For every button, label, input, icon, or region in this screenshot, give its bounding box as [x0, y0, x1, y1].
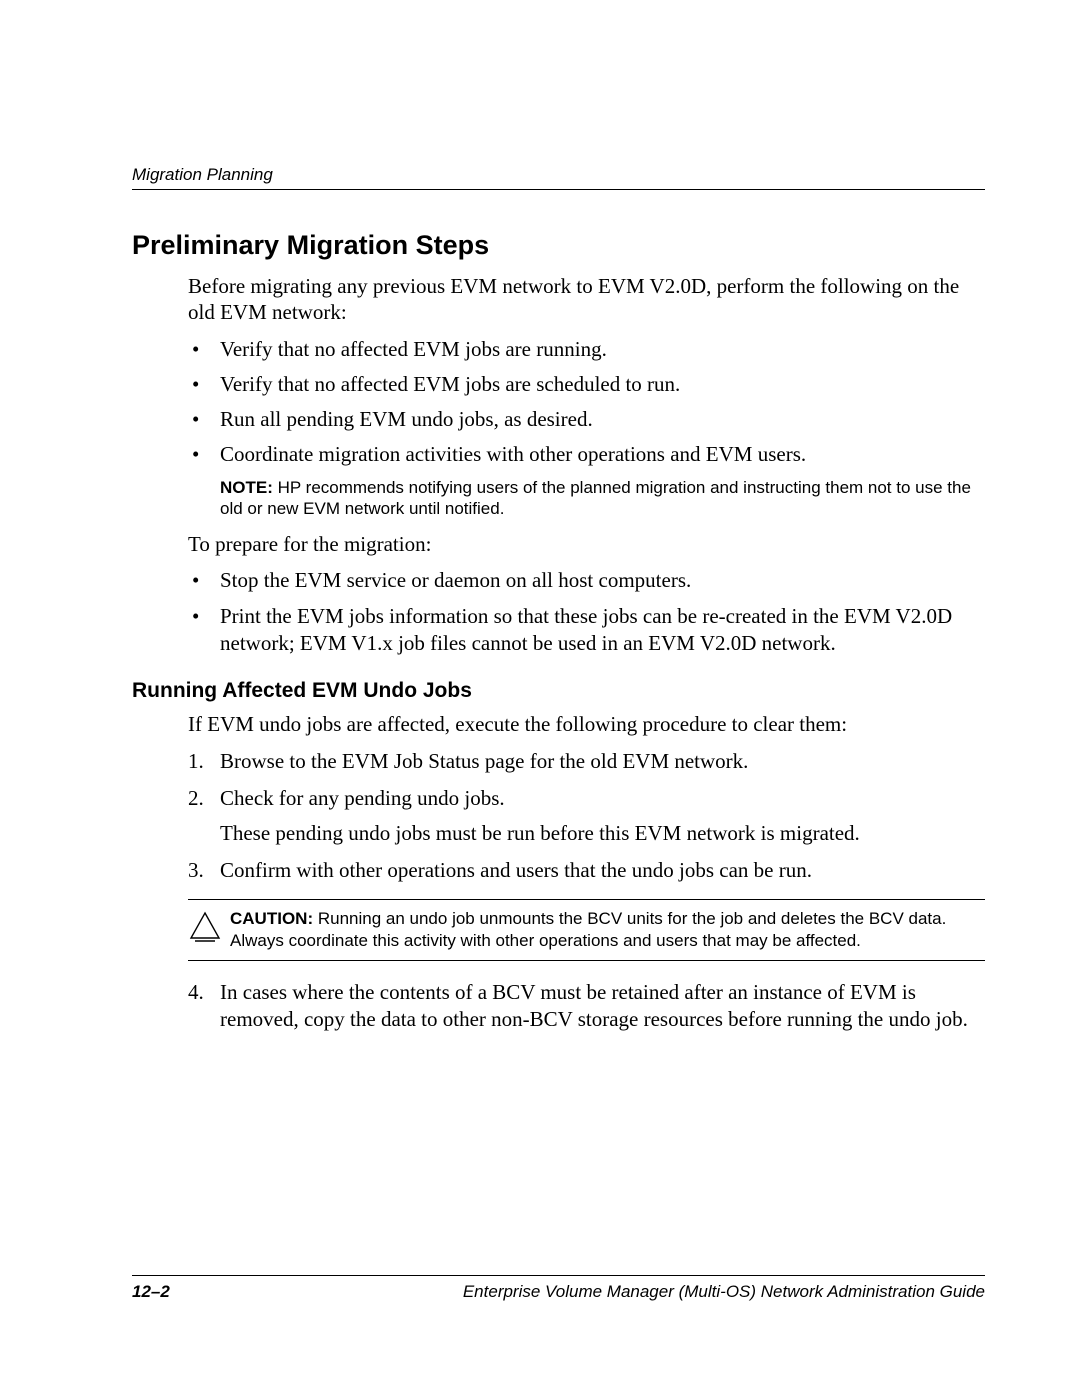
page-number: 12–2 [132, 1282, 170, 1302]
footer-row: 12–2 Enterprise Volume Manager (Multi-OS… [132, 1282, 985, 1302]
ordered-list-cont: In cases where the contents of a BCV mus… [188, 979, 985, 1034]
subsection-content: If EVM undo jobs are affected, execute t… [188, 711, 985, 1033]
caution-text: CAUTION: Running an undo job unmounts th… [230, 908, 985, 952]
list-item: Browse to the EVM Job Status page for th… [188, 748, 985, 775]
bullet-item: Print the EVM jobs information so that t… [188, 603, 985, 658]
note-text: HP recommends notifying users of the pla… [220, 478, 971, 518]
note-label: NOTE: [220, 478, 273, 497]
heading-2: Running Affected EVM Undo Jobs [132, 679, 985, 703]
document-page: Migration Planning Preliminary Migration… [0, 0, 1080, 1397]
running-header: Migration Planning [132, 165, 985, 185]
bullet-item: Verify that no affected EVM jobs are run… [188, 336, 985, 363]
list-item-subtext: These pending undo jobs must be run befo… [220, 820, 985, 847]
caution-block: CAUTION: Running an undo job unmounts th… [188, 899, 985, 961]
prepare-intro: To prepare for the migration: [188, 531, 985, 557]
footer-doc-title: Enterprise Volume Manager (Multi-OS) Net… [463, 1282, 985, 1302]
header-rule [132, 189, 985, 190]
list-item: In cases where the contents of a BCV mus… [188, 979, 985, 1034]
bullet-list-2: Stop the EVM service or daemon on all ho… [188, 567, 985, 657]
caution-icon [188, 910, 230, 949]
page-footer: 12–2 Enterprise Volume Manager (Multi-OS… [132, 1275, 985, 1302]
list-item: Confirm with other operations and users … [188, 857, 985, 884]
bullet-item: Run all pending EVM undo jobs, as desire… [188, 406, 985, 433]
bullet-list-1: Verify that no affected EVM jobs are run… [188, 336, 985, 469]
note-block: NOTE: HP recommends notifying users of t… [220, 477, 985, 520]
caution-label: CAUTION: [230, 909, 313, 928]
footer-rule [132, 1275, 985, 1276]
bullet-item: Verify that no affected EVM jobs are sch… [188, 371, 985, 398]
heading-1: Preliminary Migration Steps [132, 230, 985, 261]
body-content: Before migrating any previous EVM networ… [188, 273, 985, 657]
bullet-item: Stop the EVM service or daemon on all ho… [188, 567, 985, 594]
bullet-item: Coordinate migration activities with oth… [188, 441, 985, 468]
ordered-list: Browse to the EVM Job Status page for th… [188, 748, 985, 885]
list-item: Check for any pending undo jobs. These p… [188, 785, 985, 848]
subsection-intro: If EVM undo jobs are affected, execute t… [188, 711, 985, 737]
list-item-text: Check for any pending undo jobs. [220, 786, 505, 810]
intro-paragraph: Before migrating any previous EVM networ… [188, 273, 985, 326]
caution-body: Running an undo job unmounts the BCV uni… [230, 909, 946, 950]
